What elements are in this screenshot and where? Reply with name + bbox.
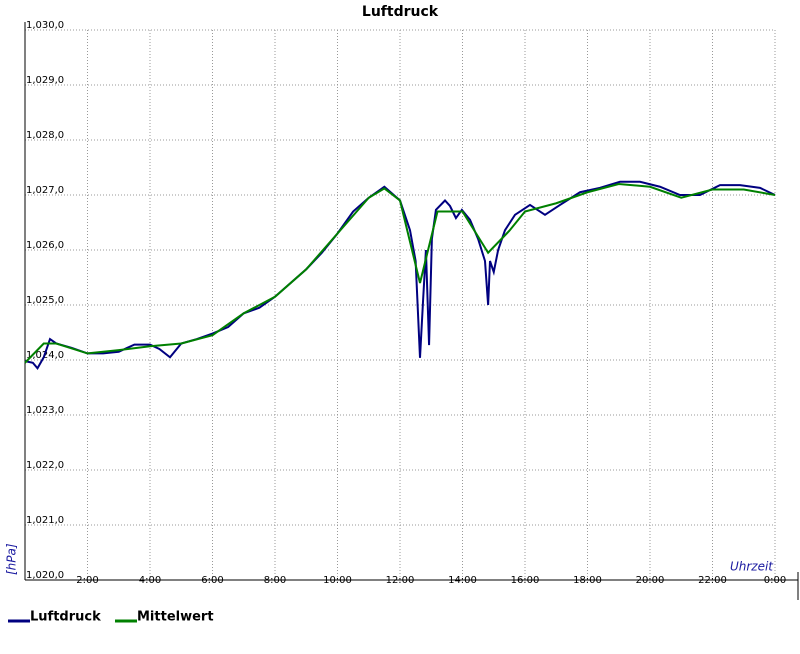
- y-tick-label: 1,025,0: [26, 295, 64, 306]
- y-tick-label: 1,028,0: [26, 130, 64, 141]
- y-tick-label: 1,030,0: [26, 20, 64, 31]
- y-tick-label: 1,026,0: [26, 240, 64, 251]
- data-line: [24, 180, 776, 370]
- y-tick-label: 1,027,0: [26, 185, 64, 196]
- chart-title: Luftdruck: [362, 4, 439, 20]
- legend-label: Luftdruck: [30, 610, 101, 625]
- legend-label: Mittelwert: [137, 610, 214, 625]
- y-tick-label: 1,023,0: [26, 405, 64, 416]
- y-axis-label: [hPa]: [5, 543, 19, 575]
- y-tick-label: 1,021,0: [26, 515, 64, 526]
- y-tick-label: 1,020,0: [26, 570, 64, 581]
- data-line: [24, 182, 776, 364]
- x-axis-label: Uhrzeit: [730, 560, 774, 574]
- y-tick-label: 1,029,0: [26, 75, 64, 86]
- y-tick-label: 1,022,0: [26, 460, 64, 471]
